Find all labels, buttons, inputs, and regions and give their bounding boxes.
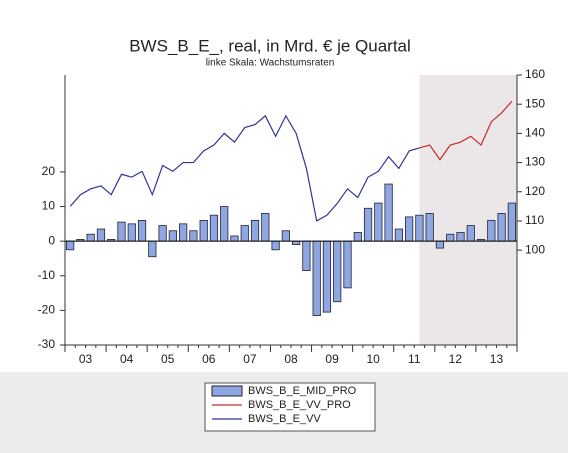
y-tick-label: 0 bbox=[48, 233, 55, 247]
bar bbox=[302, 240, 311, 271]
bar bbox=[220, 206, 229, 242]
x-tick-label: 13 bbox=[490, 352, 504, 366]
x-tick-label: 11 bbox=[408, 352, 421, 366]
bar bbox=[148, 240, 157, 258]
y-tick-label: 10 bbox=[42, 199, 56, 213]
bar bbox=[261, 213, 270, 242]
y2-tick-label: 140 bbox=[525, 126, 545, 140]
forecast-shade bbox=[419, 75, 517, 345]
bar bbox=[168, 230, 177, 242]
bar bbox=[374, 202, 383, 242]
bar bbox=[281, 230, 290, 242]
bar bbox=[137, 219, 147, 242]
bar bbox=[250, 219, 260, 242]
bar bbox=[394, 228, 403, 242]
bar bbox=[425, 213, 434, 242]
bar bbox=[199, 219, 208, 242]
bar bbox=[292, 240, 301, 246]
bar bbox=[446, 233, 455, 242]
bar bbox=[179, 223, 188, 242]
bar bbox=[86, 233, 95, 242]
y-tick-label: -10 bbox=[38, 268, 56, 282]
legend-label: BWS_B_E_VV_PRO bbox=[248, 399, 351, 411]
x-tick-label: 04 bbox=[120, 352, 134, 366]
bar bbox=[271, 240, 280, 251]
bar bbox=[415, 214, 424, 242]
bar bbox=[189, 230, 198, 242]
bar bbox=[230, 235, 239, 242]
bar bbox=[322, 240, 332, 313]
x-tick-label: 03 bbox=[79, 352, 93, 366]
x-tick-label: 06 bbox=[202, 352, 216, 366]
bar bbox=[384, 183, 393, 242]
y2-tick-label: 130 bbox=[525, 155, 545, 169]
chart-title: BWS_B_E_, real, in Mrd. € je Quartal bbox=[129, 36, 411, 55]
y2-tick-label: 120 bbox=[525, 184, 545, 198]
y2-tick-label: 110 bbox=[525, 213, 544, 227]
legend: BWS_B_E_MID_PRO BWS_B_E_VV_PRO BWS_B_E_VV bbox=[204, 382, 376, 432]
plot-area: -30 -20 -10 0 10 20 100 110 120 130 140 150 160 03 04 0… bbox=[38, 67, 546, 366]
bar bbox=[240, 225, 249, 242]
chart-subtitle: linke Skala: Wachstumsraten bbox=[206, 58, 335, 69]
line-series bbox=[69, 114, 420, 222]
y-tick-label: -20 bbox=[38, 303, 56, 317]
legend-swatch bbox=[211, 385, 243, 397]
bar bbox=[343, 240, 352, 289]
y-tick-label: -30 bbox=[38, 337, 56, 351]
bar bbox=[96, 228, 106, 242]
bar bbox=[209, 214, 219, 242]
bar bbox=[487, 219, 496, 242]
y2-tick-label: 100 bbox=[525, 242, 545, 256]
x-tick-label: 09 bbox=[325, 352, 339, 366]
bar bbox=[127, 223, 136, 242]
bar bbox=[497, 213, 506, 242]
bar bbox=[363, 207, 373, 242]
bar bbox=[507, 202, 516, 242]
bar bbox=[117, 221, 126, 242]
y2-tick-label: 160 bbox=[525, 67, 545, 81]
y-tick-label: 20 bbox=[42, 164, 56, 178]
x-tick-label: 08 bbox=[284, 352, 298, 366]
x-tick-label: 05 bbox=[161, 352, 175, 366]
bar bbox=[353, 232, 362, 242]
x-tick-label: 07 bbox=[243, 352, 257, 366]
bar bbox=[405, 216, 414, 242]
bar bbox=[158, 225, 167, 242]
bar bbox=[312, 240, 321, 316]
legend-label: BWS_B_E_VV bbox=[248, 413, 321, 425]
line-series bbox=[419, 100, 513, 161]
x-tick-label: 10 bbox=[367, 352, 381, 366]
y2-tick-label: 150 bbox=[525, 96, 545, 110]
bar bbox=[435, 240, 445, 249]
bar bbox=[333, 240, 342, 303]
x-tick-label: 12 bbox=[449, 352, 463, 366]
bar bbox=[456, 232, 465, 242]
bar bbox=[466, 225, 475, 242]
bar bbox=[66, 240, 75, 251]
legend-label: BWS_B_E_MID_PRO bbox=[248, 385, 357, 397]
